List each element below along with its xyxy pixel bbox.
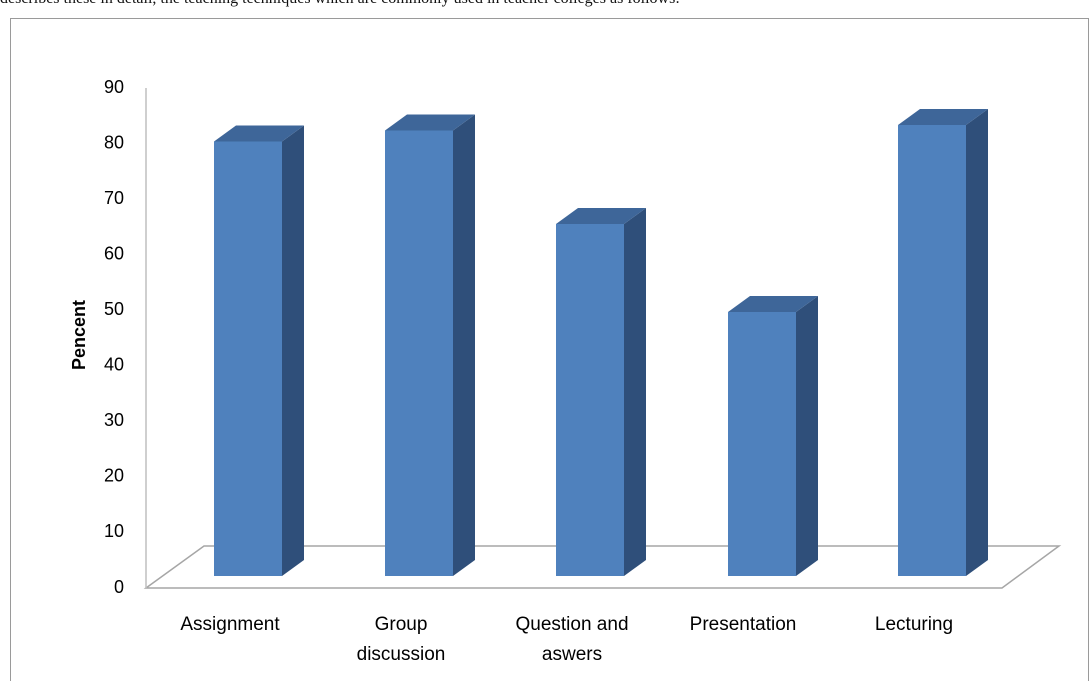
bar-top-face <box>385 114 475 131</box>
chart-floor <box>143 545 1062 589</box>
bar-side-face <box>624 208 646 576</box>
x-tick-label: Lecturing <box>875 614 953 635</box>
floor-plane <box>143 545 1062 589</box>
bar-front-face <box>556 224 624 576</box>
bar <box>728 296 818 576</box>
bar <box>385 114 475 576</box>
y-tick-label: 10 <box>104 521 124 541</box>
y-tick-label: 20 <box>104 466 124 486</box>
bar-top-face <box>556 208 646 224</box>
bar <box>898 109 988 576</box>
document-preceding-text: describes these in detail, the teaching … <box>0 0 1091 8</box>
y-tick-label: 50 <box>104 299 124 319</box>
bar-side-face <box>796 296 818 576</box>
bar-side-face <box>282 125 304 576</box>
bar-side-face <box>966 109 988 576</box>
x-axis-labels: Assignment Group discussion Question and asw… <box>180 614 953 665</box>
x-tick-label: Question and aswers <box>515 614 628 665</box>
y-tick-label: 40 <box>104 355 124 375</box>
bar-front-face <box>214 141 282 576</box>
y-tick-label: 30 <box>104 410 124 430</box>
x-tick-label: Assignment <box>180 614 280 635</box>
bar <box>214 125 304 576</box>
bar-front-face <box>728 312 796 576</box>
y-axis-title: Pencent <box>69 300 89 370</box>
bar-side-face <box>453 114 475 576</box>
y-tick-label: 70 <box>104 188 124 208</box>
x-tick-label: Group discussion <box>357 614 446 665</box>
y-tick-label: 0 <box>114 577 124 597</box>
bars <box>214 109 988 576</box>
bar-front-face <box>385 130 453 576</box>
y-tick-label: 80 <box>104 132 124 152</box>
bar-top-face <box>214 125 304 142</box>
bar-front-face <box>898 125 966 576</box>
chart-frame <box>10 18 1089 681</box>
x-tick-label: Presentation <box>690 614 797 635</box>
bar <box>556 208 646 576</box>
bar-top-face <box>728 296 818 312</box>
bar-top-face <box>898 109 988 125</box>
y-tick-label: 90 <box>104 77 124 97</box>
y-axis: 0 10 20 30 40 50 60 70 80 90 <box>104 77 147 597</box>
y-tick-label: 60 <box>104 243 124 263</box>
